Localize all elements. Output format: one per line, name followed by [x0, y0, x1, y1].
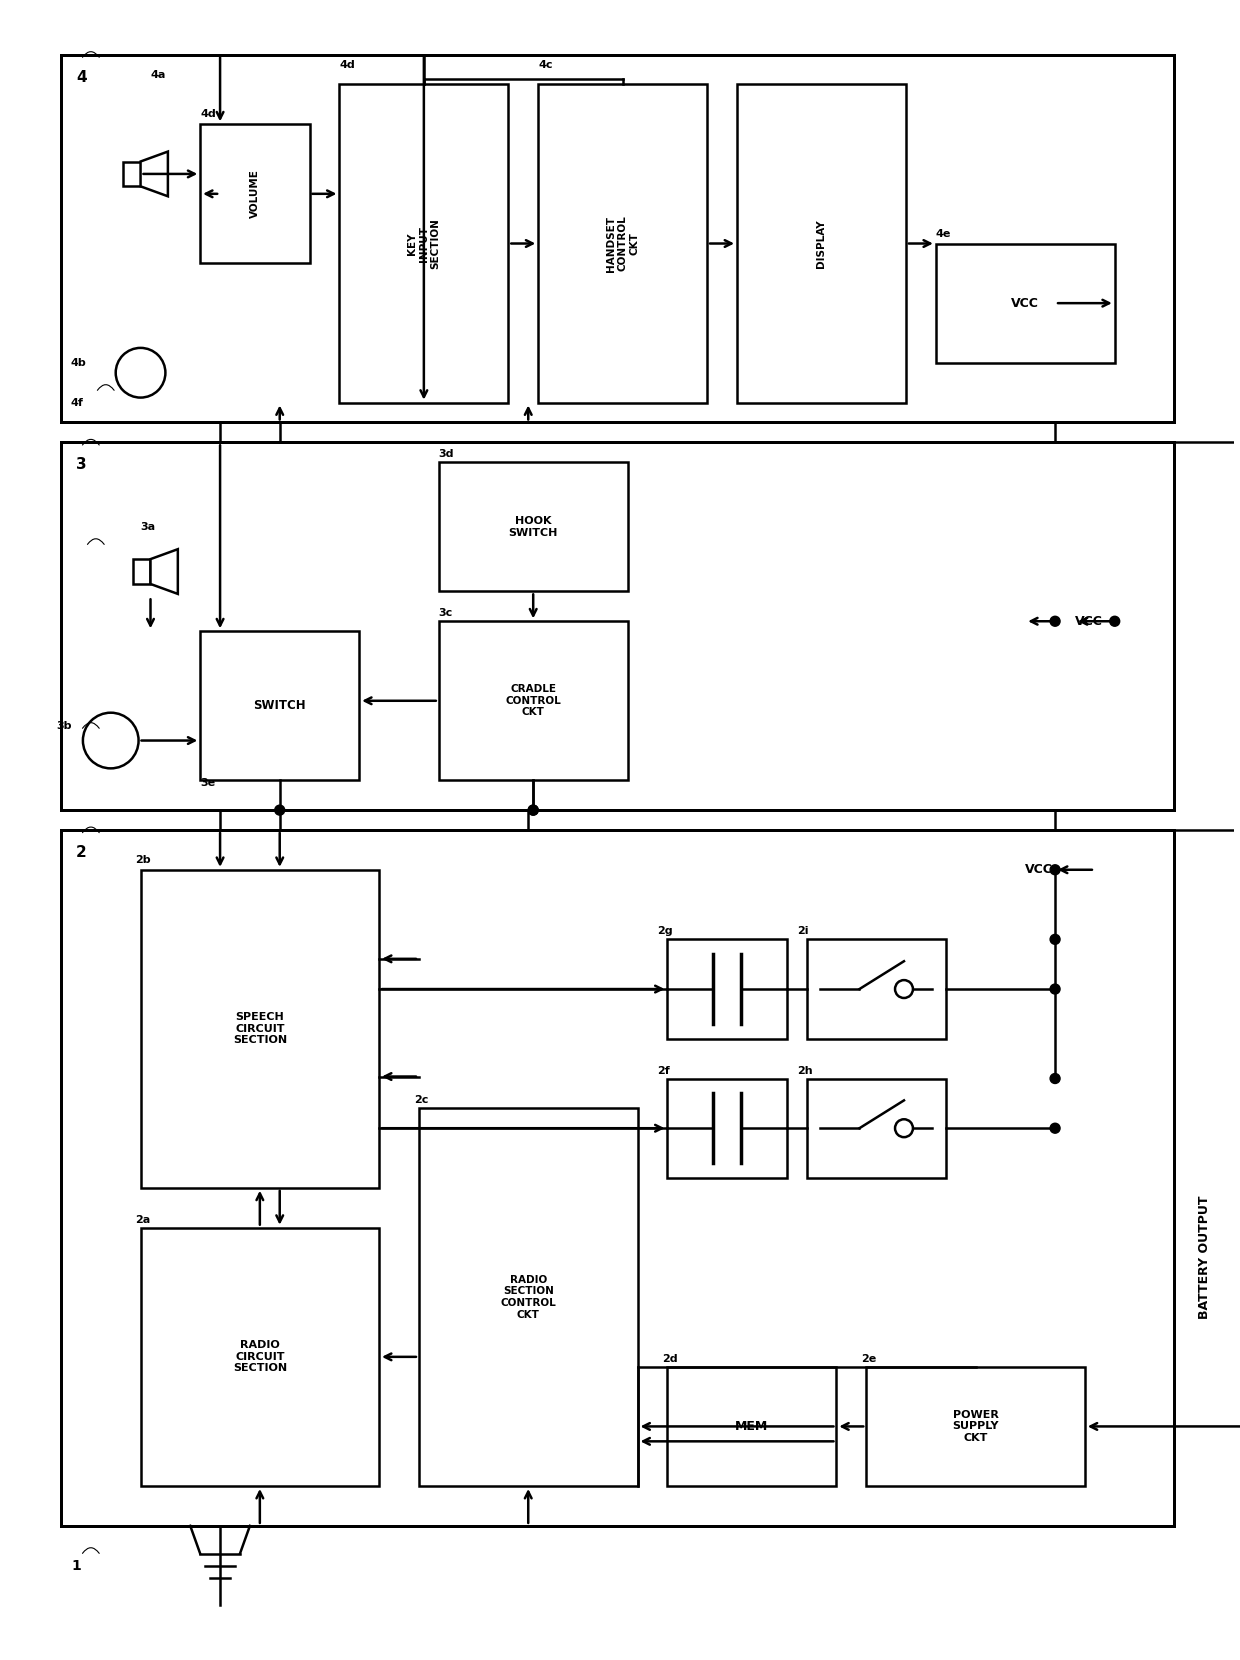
Text: VCC: VCC [1025, 863, 1053, 876]
Bar [667, 1366, 837, 1486]
Text: VOLUME: VOLUME [250, 169, 260, 217]
Bar [936, 244, 1115, 364]
Text: 4a: 4a [150, 70, 166, 80]
Circle shape [115, 349, 165, 398]
Bar [61, 442, 1174, 810]
Text: 2: 2 [76, 845, 87, 860]
Bar [439, 621, 627, 780]
Text: CRADLE
CONTROL
CKT: CRADLE CONTROL CKT [506, 684, 560, 717]
Text: RADIO
SECTION
CONTROL
CKT: RADIO SECTION CONTROL CKT [501, 1275, 556, 1320]
Circle shape [1050, 1074, 1060, 1084]
Bar [419, 1109, 637, 1486]
Text: 2i: 2i [796, 926, 808, 936]
Text: HANDSET
CONTROL
CKT: HANDSET CONTROL CKT [606, 216, 640, 272]
Bar [133, 559, 150, 584]
Text: 3c: 3c [439, 608, 453, 618]
Polygon shape [150, 549, 177, 594]
Bar [667, 940, 786, 1039]
Text: SPEECH
CIRCUIT
SECTION: SPEECH CIRCUIT SECTION [233, 1013, 286, 1046]
Text: 4f: 4f [71, 398, 84, 408]
Bar [61, 55, 1174, 422]
Text: VCC: VCC [1075, 614, 1102, 627]
Text: 2h: 2h [796, 1066, 812, 1076]
Circle shape [528, 805, 538, 815]
Text: KEY
INPUT
SECTION: KEY INPUT SECTION [407, 217, 440, 269]
Circle shape [1050, 616, 1060, 626]
Circle shape [1050, 935, 1060, 945]
Text: 4c: 4c [538, 60, 553, 70]
Text: VCC: VCC [1012, 297, 1039, 310]
Circle shape [83, 712, 139, 769]
Circle shape [1110, 616, 1120, 626]
Text: 3b: 3b [56, 720, 72, 730]
Polygon shape [140, 151, 167, 196]
Text: 4b: 4b [71, 359, 87, 369]
Bar [123, 161, 140, 186]
Text: 4e: 4e [936, 229, 951, 239]
Circle shape [1050, 984, 1060, 994]
Bar [806, 940, 946, 1039]
Text: 2a: 2a [135, 1215, 151, 1225]
Text: 4: 4 [76, 70, 87, 85]
Bar [61, 830, 1174, 1526]
Text: 2e: 2e [862, 1355, 877, 1365]
Bar [140, 1228, 379, 1486]
Circle shape [895, 979, 913, 998]
Circle shape [1050, 865, 1060, 875]
Text: HOOK
SWITCH: HOOK SWITCH [508, 516, 558, 538]
Text: POWER
SUPPLY
CKT: POWER SUPPLY CKT [952, 1409, 998, 1443]
Bar [439, 461, 627, 591]
Text: DISPLAY: DISPLAY [816, 219, 827, 267]
Text: 2d: 2d [662, 1355, 678, 1365]
Bar [140, 870, 379, 1189]
Bar [538, 85, 707, 403]
Bar [867, 1366, 1085, 1486]
Text: 3a: 3a [140, 521, 156, 531]
Bar [200, 124, 310, 264]
Text: 4d: 4d [340, 60, 355, 70]
Text: MEM: MEM [735, 1419, 769, 1433]
Bar [340, 85, 508, 403]
Text: 3e: 3e [200, 779, 216, 788]
Circle shape [528, 805, 538, 815]
Text: 4d: 4d [200, 110, 216, 120]
Bar [806, 1079, 946, 1179]
Text: 2c: 2c [414, 1096, 428, 1106]
Circle shape [275, 805, 285, 815]
Text: SWITCH: SWITCH [253, 699, 306, 712]
Text: 1: 1 [71, 1559, 81, 1572]
Bar [667, 1079, 786, 1179]
Text: RADIO
CIRCUIT
SECTION: RADIO CIRCUIT SECTION [233, 1340, 286, 1373]
Circle shape [895, 1119, 913, 1137]
Text: 3d: 3d [439, 450, 454, 460]
Circle shape [1050, 1124, 1060, 1134]
Text: 2f: 2f [657, 1066, 670, 1076]
Text: 2g: 2g [657, 926, 673, 936]
Bar [200, 631, 360, 780]
Bar [737, 85, 906, 403]
Text: 2b: 2b [135, 855, 151, 865]
Text: BATTERY OUTPUT: BATTERY OUTPUT [1198, 1195, 1210, 1320]
Text: 3: 3 [76, 457, 87, 471]
